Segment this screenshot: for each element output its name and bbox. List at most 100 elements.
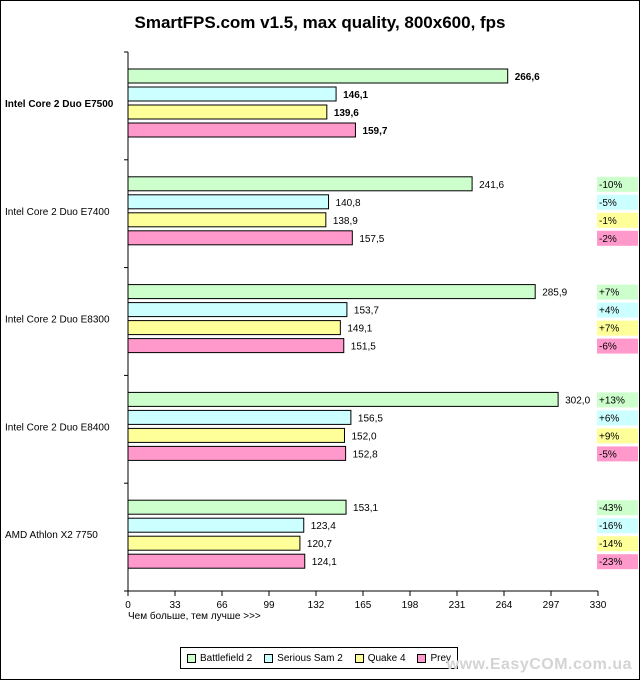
bar <box>127 194 330 210</box>
diff-badge-bg <box>597 302 638 318</box>
legend-swatch <box>264 653 274 663</box>
data-label: 302,0 <box>565 395 590 406</box>
data-label: 120,7 <box>307 539 332 550</box>
bar <box>127 68 509 84</box>
diff-badge-bg <box>597 230 638 246</box>
data-label: 157,5 <box>359 234 384 245</box>
diff-label: +9% <box>599 431 619 442</box>
chart-title: SmartFPS.com v1.5, max quality, 800x600,… <box>134 13 506 32</box>
bar <box>127 499 347 515</box>
diff-label: -2% <box>599 234 617 245</box>
x-tick-label: 99 <box>263 600 275 611</box>
diff-badge-bg <box>597 338 638 354</box>
bar <box>127 553 306 569</box>
legend-swatch <box>417 653 427 663</box>
diff-badge-bg <box>597 446 638 462</box>
legend-label: Quake 4 <box>367 652 406 664</box>
legend-item-prey: Prey <box>417 653 451 664</box>
diff-badge-bg <box>597 176 638 192</box>
diff-label: +4% <box>599 306 619 317</box>
legend-item-serious-sam-2: Serious Sam 2 <box>264 653 343 664</box>
x-axis-label: Чем больше, тем лучше >>> <box>128 611 261 622</box>
diff-badge-bg <box>597 212 638 228</box>
diff-label: +13% <box>599 395 625 406</box>
legend-item-battlefield-2: Battlefield 2 <box>186 652 253 664</box>
x-tick-label: 66 <box>216 600 228 611</box>
x-tick-label: 33 <box>169 600 181 611</box>
category-label: Intel Core 2 Duo E7400 <box>5 207 110 218</box>
data-label: 156,5 <box>358 413 383 424</box>
bar <box>127 284 536 300</box>
diff-label: +6% <box>599 413 619 424</box>
data-label: 285,9 <box>542 288 567 299</box>
bar <box>127 86 337 102</box>
diff-badge-bg <box>597 320 638 336</box>
x-tick-label: 231 <box>449 600 466 611</box>
bar <box>127 445 347 461</box>
diff-badge-bg <box>597 500 638 516</box>
x-tick-label: 198 <box>402 600 419 611</box>
diff-badge-bg <box>597 518 638 534</box>
diff-label: -43% <box>599 503 622 514</box>
data-label: 152,8 <box>353 449 378 460</box>
legend-item-quake-4: Quake 4 <box>354 652 406 664</box>
diff-badge-bg <box>597 554 638 570</box>
bar <box>127 391 559 407</box>
x-tick-label: 0 <box>125 600 131 611</box>
data-label: 139,6 <box>334 108 359 119</box>
x-tick-label: 132 <box>308 600 325 611</box>
bar <box>127 176 473 192</box>
data-label: 153,7 <box>354 306 379 317</box>
diff-badge-bg <box>597 194 638 210</box>
legend-swatch <box>186 653 196 663</box>
category-label: Intel Core 2 Duo E7500 <box>5 99 114 110</box>
data-label: 138,9 <box>333 216 358 227</box>
diff-label: -23% <box>599 557 622 568</box>
data-label: 123,4 <box>311 521 336 532</box>
data-label: 266,6 <box>515 72 540 83</box>
diff-badge-bg <box>597 392 638 408</box>
watermark: www.EasyCOM.com.ua <box>446 656 632 673</box>
data-label: 152,0 <box>351 431 376 442</box>
bar <box>127 517 305 533</box>
legend-label: Battlefield 2 <box>199 652 253 664</box>
data-label: 153,1 <box>353 503 378 514</box>
diff-label: +7% <box>599 288 619 299</box>
x-tick-label: 165 <box>355 600 372 611</box>
diff-label: -6% <box>599 342 617 353</box>
bar <box>127 338 345 354</box>
bar <box>127 122 356 138</box>
data-label: 149,1 <box>347 324 372 335</box>
diff-label: -5% <box>599 198 617 209</box>
diff-label: -10% <box>599 180 622 191</box>
legend: Battlefield 2 Serious Sam 2 Quake 4 Prey <box>180 647 458 669</box>
bar <box>127 320 341 336</box>
diff-badge-bg <box>597 410 638 426</box>
bar <box>127 230 353 246</box>
diff-badge-bg <box>597 284 638 300</box>
data-label: 124,1 <box>312 557 337 568</box>
category-label: AMD Athlon X2 7750 <box>5 530 98 541</box>
diff-label: -14% <box>599 539 622 550</box>
legend-label: Serious Sam 2 <box>277 652 343 664</box>
legend-label: Prey <box>430 652 452 664</box>
bar <box>127 104 328 120</box>
data-label: 146,1 <box>343 90 368 101</box>
bar <box>127 535 301 551</box>
x-tick-label: 330 <box>590 600 607 611</box>
category-label: Intel Core 2 Duo E8400 <box>5 422 110 433</box>
diff-label: -1% <box>599 216 617 227</box>
legend-swatch <box>354 653 364 663</box>
data-label: 159,7 <box>362 126 387 137</box>
diff-label: +7% <box>599 324 619 335</box>
diff-badge-bg <box>597 536 638 552</box>
data-label: 241,6 <box>479 180 504 191</box>
diff-badge-bg <box>597 428 638 444</box>
data-label: 151,5 <box>351 342 376 353</box>
diff-label: -16% <box>599 521 622 532</box>
category-label: Intel Core 2 Duo E8300 <box>5 315 110 326</box>
diff-label: -5% <box>599 449 617 460</box>
bar <box>127 427 345 443</box>
bar <box>127 212 327 228</box>
